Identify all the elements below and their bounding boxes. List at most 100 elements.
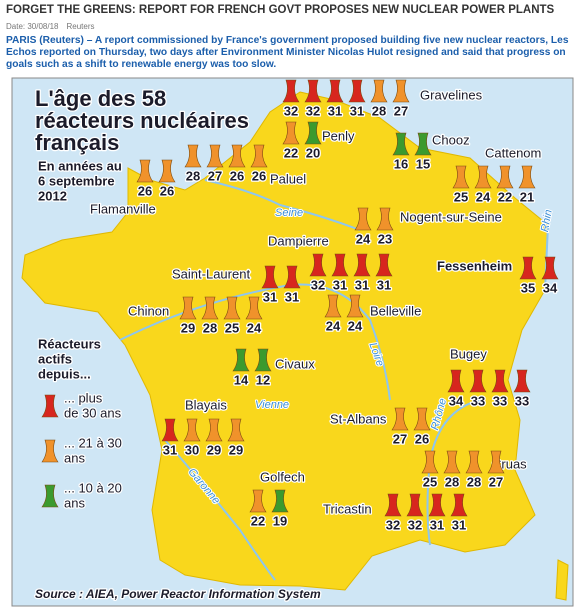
reactor-age: 26 xyxy=(230,168,244,183)
reactor-age: 23 xyxy=(378,231,392,246)
reactor-icon xyxy=(413,407,431,431)
reactor-age: 15 xyxy=(416,156,430,171)
source: Reuters xyxy=(66,22,95,31)
map-subtitle: En années au xyxy=(38,158,122,173)
reactor-age: 29 xyxy=(207,442,221,457)
reactor-icon xyxy=(304,79,322,103)
site-name: Paluel xyxy=(270,171,306,186)
reactor-icon xyxy=(447,369,465,393)
reactor-age: 32 xyxy=(311,277,325,292)
site-name: Gravelines xyxy=(420,87,483,102)
reactor-icon xyxy=(228,144,246,168)
reactor-age: 25 xyxy=(423,474,437,489)
site-name: Saint-Laurent xyxy=(172,266,250,281)
reactor-age: 31 xyxy=(430,517,444,532)
reactor-icon xyxy=(391,407,409,431)
site-name: Tricastin xyxy=(323,501,372,516)
reactor-icon xyxy=(254,348,272,372)
river-label: Seine xyxy=(275,207,303,219)
reactor-age: 14 xyxy=(234,372,249,387)
reactor-age: 29 xyxy=(181,320,195,335)
site-name: Cattenom xyxy=(485,145,541,160)
reactor-icon xyxy=(205,418,223,442)
reactor-icon xyxy=(282,121,300,145)
reactor-age: 33 xyxy=(515,393,529,408)
reactor-age: 32 xyxy=(408,517,422,532)
reactor-icon xyxy=(414,132,432,156)
reactor-icon xyxy=(376,207,394,231)
reactor-age: 31 xyxy=(350,103,364,118)
headline: FORGET THE GREENS: REPORT FOR FRENCH GOV… xyxy=(6,4,555,16)
legend-heading: depuis... xyxy=(38,366,91,381)
reactor-age: 28 xyxy=(203,320,217,335)
reactor-age: 24 xyxy=(348,318,363,333)
reactor-age: 26 xyxy=(415,431,429,446)
reactor-age: 27 xyxy=(393,431,407,446)
site-name: Blayais xyxy=(185,397,227,412)
reactor-icon xyxy=(487,450,505,474)
reactor-icon xyxy=(541,256,559,280)
byline: Date: 30/08/18 Reuters xyxy=(6,22,103,31)
reactor-icon xyxy=(384,493,402,517)
reactor-age: 31 xyxy=(377,277,391,292)
legend-heading: actifs xyxy=(38,351,72,366)
reactor-icon xyxy=(392,79,410,103)
reactor-age: 22 xyxy=(284,145,298,160)
river-garonne xyxy=(164,439,276,581)
reactor-icon xyxy=(136,159,154,183)
reactor-icon xyxy=(245,296,263,320)
reactor-age: 16 xyxy=(394,156,408,171)
site-name: Chinon xyxy=(128,303,169,318)
reactor-age: 31 xyxy=(355,277,369,292)
site-name: Dampierre xyxy=(268,233,329,248)
reactor-age: 28 xyxy=(445,474,459,489)
reactor-icon xyxy=(469,369,487,393)
reactor-age: 12 xyxy=(256,372,270,387)
reactor-icon xyxy=(452,165,470,189)
reactor-icon xyxy=(353,253,371,277)
reactor-icon xyxy=(41,394,59,418)
reactor-icon xyxy=(474,165,492,189)
site-name: Penly xyxy=(322,128,355,143)
reactor-age: 31 xyxy=(285,289,299,304)
reactor-icon xyxy=(375,253,393,277)
reactor-age: 31 xyxy=(263,289,277,304)
reactor-age: 24 xyxy=(247,320,262,335)
reactor-icon xyxy=(331,253,349,277)
reactor-age: 22 xyxy=(251,513,265,528)
river-label: Vienne xyxy=(255,399,289,411)
site-name: Nogent-sur-Seine xyxy=(400,209,502,224)
reactor-icon xyxy=(406,493,424,517)
site-name: Golfech xyxy=(260,469,305,484)
reactor-icon xyxy=(250,144,268,168)
reactor-icon xyxy=(354,207,372,231)
legend-label: ans xyxy=(64,495,85,510)
reactor-icon xyxy=(41,439,59,463)
reactor-age: 27 xyxy=(208,168,222,183)
reactor-age: 30 xyxy=(185,442,199,457)
reactor-icon xyxy=(206,144,224,168)
reactor-age: 32 xyxy=(386,517,400,532)
reactor-age: 29 xyxy=(229,442,243,457)
reactor-icon xyxy=(465,450,483,474)
reactor-age: 32 xyxy=(306,103,320,118)
date: Date: 30/08/18 xyxy=(6,22,59,31)
reactor-age: 35 xyxy=(521,280,535,295)
site-name: Civaux xyxy=(275,356,315,371)
reactor-age: 22 xyxy=(498,189,512,204)
reactor-age: 26 xyxy=(252,168,266,183)
site-name: Chooz xyxy=(432,132,470,147)
corsica xyxy=(555,559,569,601)
reactor-age: 31 xyxy=(163,442,177,457)
reactor-age: 34 xyxy=(543,280,558,295)
reactor-age: 34 xyxy=(449,393,464,408)
reactor-icon xyxy=(41,484,59,508)
reactor-age: 20 xyxy=(306,145,320,160)
reactor-icon xyxy=(450,493,468,517)
reactor-icon xyxy=(370,79,388,103)
map-subtitle: 2012 xyxy=(38,188,67,203)
map-title: réacteurs nucléaires xyxy=(35,108,249,133)
legend-label: ... plus xyxy=(64,390,103,405)
river-label: Rhin xyxy=(539,209,555,233)
reactor-age: 31 xyxy=(452,517,466,532)
